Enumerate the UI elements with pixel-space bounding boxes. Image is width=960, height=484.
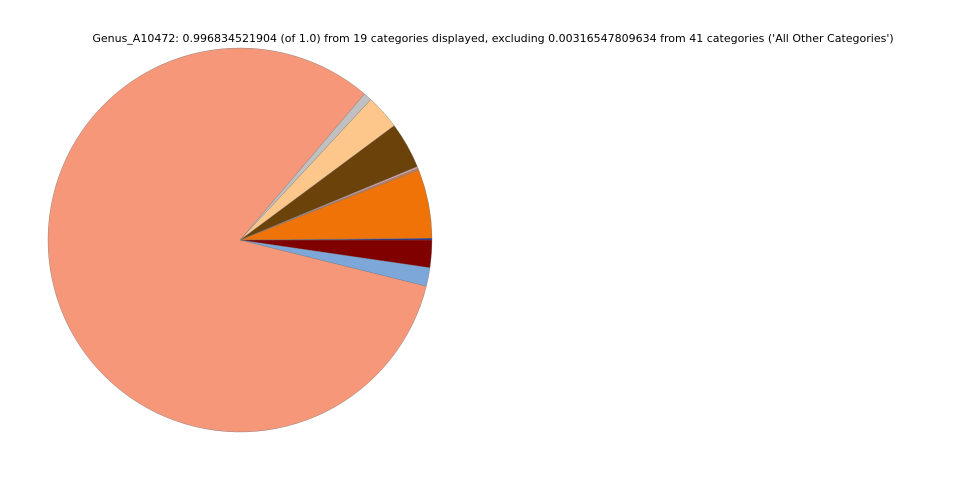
chart-title: Genus_A10472: 0.996834521904 (of 1.0) fr… (92, 32, 893, 45)
pie-slice (47, 47, 427, 433)
pie-slice (239, 239, 433, 268)
